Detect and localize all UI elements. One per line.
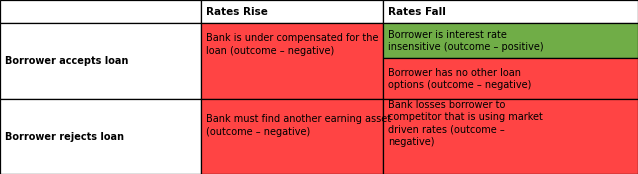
FancyBboxPatch shape [201,0,383,23]
Text: Bank is under compensated for the
loan (outcome – negative): Bank is under compensated for the loan (… [206,33,378,56]
FancyBboxPatch shape [201,99,383,174]
Text: Rates Rise: Rates Rise [206,7,268,17]
FancyBboxPatch shape [201,23,383,99]
FancyBboxPatch shape [383,99,638,174]
Text: Borrower is interest rate
insensitive (outcome – positive): Borrower is interest rate insensitive (o… [388,30,544,52]
Text: Bank losses borrower to
competitor that is using market
driven rates (outcome –
: Bank losses borrower to competitor that … [388,100,543,147]
FancyBboxPatch shape [0,99,201,174]
Text: Borrower rejects loan: Borrower rejects loan [5,132,124,142]
Text: Bank must find another earning asset
(outcome – negative): Bank must find another earning asset (ou… [206,114,391,137]
FancyBboxPatch shape [383,58,638,99]
FancyBboxPatch shape [383,0,638,23]
FancyBboxPatch shape [383,23,638,58]
Text: Borrower has no other loan
options (outcome – negative): Borrower has no other loan options (outc… [388,68,531,90]
FancyBboxPatch shape [0,0,201,23]
FancyBboxPatch shape [0,23,201,99]
Text: Rates Fall: Rates Fall [388,7,446,17]
Text: Borrower accepts loan: Borrower accepts loan [5,56,128,66]
